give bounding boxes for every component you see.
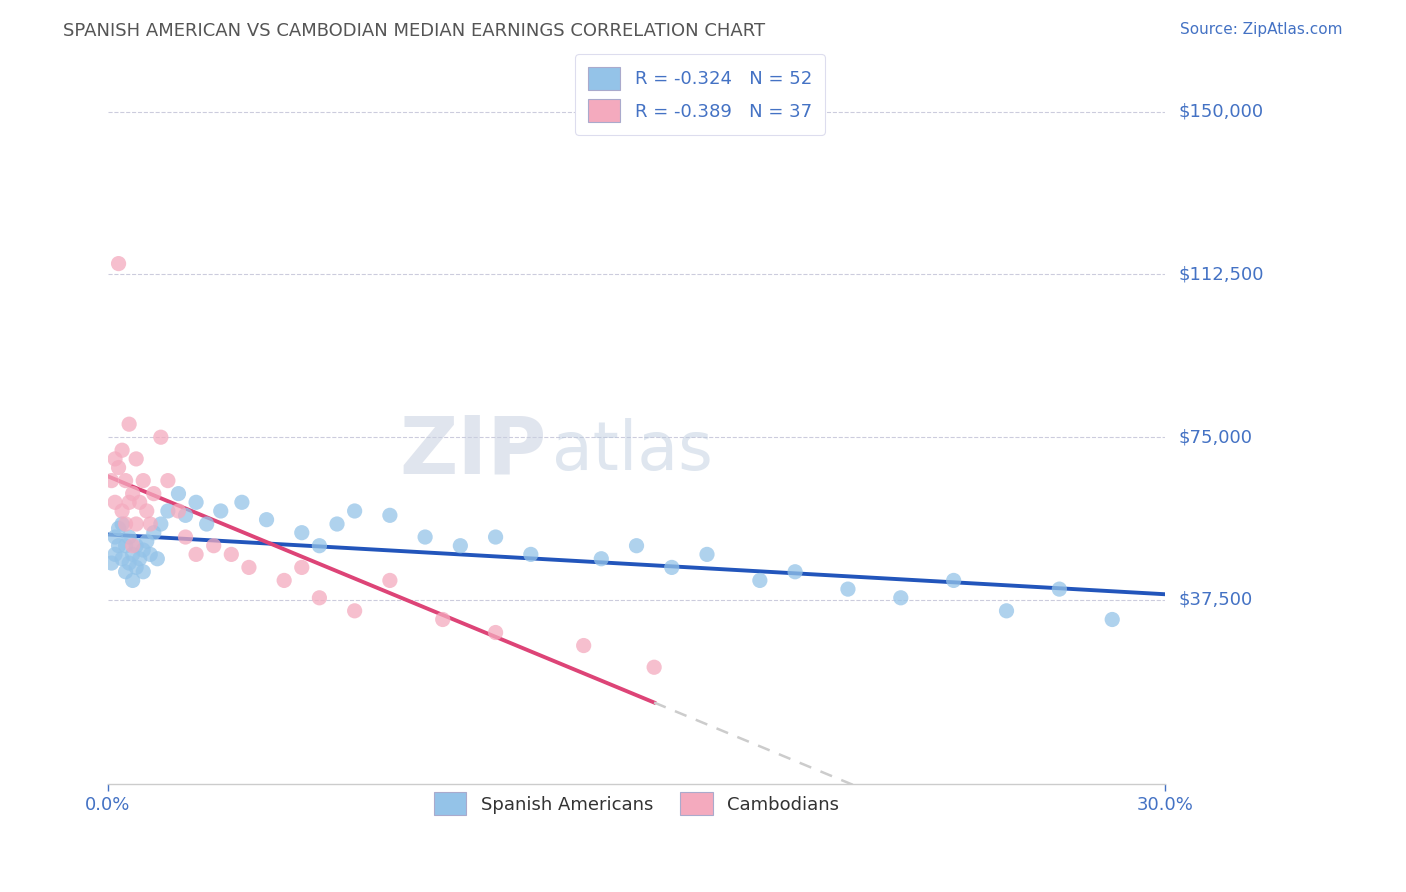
Point <box>139 548 162 562</box>
Point <box>238 560 260 574</box>
Point <box>156 474 179 488</box>
Point <box>1047 582 1070 596</box>
Text: $150,000: $150,000 <box>1180 103 1264 120</box>
Point <box>121 574 143 588</box>
Point <box>107 521 129 535</box>
Point <box>308 591 330 605</box>
Point <box>995 604 1018 618</box>
Point <box>209 504 232 518</box>
Text: Source: ZipAtlas.com: Source: ZipAtlas.com <box>1180 22 1343 37</box>
Point <box>118 417 141 432</box>
Point <box>449 539 471 553</box>
Point <box>121 548 143 562</box>
Point <box>202 539 225 553</box>
Point <box>142 486 165 500</box>
Point <box>343 604 366 618</box>
Point <box>273 574 295 588</box>
Point <box>184 495 207 509</box>
Point <box>167 486 190 500</box>
Point <box>1101 613 1123 627</box>
Point <box>135 534 157 549</box>
Text: SPANISH AMERICAN VS CAMBODIAN MEDIAN EARNINGS CORRELATION CHART: SPANISH AMERICAN VS CAMBODIAN MEDIAN EAR… <box>63 22 765 40</box>
Point <box>118 530 141 544</box>
Point <box>121 486 143 500</box>
Point <box>890 591 912 605</box>
Point <box>195 516 218 531</box>
Point <box>149 516 172 531</box>
Text: $75,000: $75,000 <box>1180 428 1253 446</box>
Point <box>942 574 965 588</box>
Point <box>118 556 141 570</box>
Point <box>128 495 150 509</box>
Point <box>291 525 314 540</box>
Text: ZIP: ZIP <box>399 412 547 490</box>
Point <box>104 530 127 544</box>
Point <box>378 574 401 588</box>
Point <box>132 565 155 579</box>
Point <box>572 639 595 653</box>
Point <box>125 451 148 466</box>
Point <box>107 460 129 475</box>
Point <box>748 574 770 588</box>
Point <box>149 430 172 444</box>
Point <box>783 565 806 579</box>
Point <box>308 539 330 553</box>
Point <box>111 504 134 518</box>
Point <box>591 551 613 566</box>
Point <box>231 495 253 509</box>
Text: $37,500: $37,500 <box>1180 591 1253 609</box>
Point <box>484 625 506 640</box>
Point <box>378 508 401 523</box>
Point <box>174 508 197 523</box>
Point <box>626 539 648 553</box>
Point <box>484 530 506 544</box>
Point <box>174 530 197 544</box>
Point <box>132 543 155 558</box>
Point <box>125 539 148 553</box>
Point <box>114 516 136 531</box>
Point <box>125 560 148 574</box>
Point <box>111 516 134 531</box>
Point <box>142 525 165 540</box>
Point <box>100 556 122 570</box>
Point <box>114 565 136 579</box>
Point <box>432 613 454 627</box>
Point <box>121 539 143 553</box>
Point <box>107 539 129 553</box>
Point <box>125 516 148 531</box>
Point <box>413 530 436 544</box>
Point <box>111 551 134 566</box>
Point <box>256 513 278 527</box>
Point <box>221 548 243 562</box>
Point <box>156 504 179 518</box>
Point <box>291 560 314 574</box>
Text: atlas: atlas <box>553 418 713 484</box>
Point <box>114 539 136 553</box>
Point <box>139 516 162 531</box>
Point <box>837 582 859 596</box>
Point <box>135 504 157 518</box>
Point <box>661 560 683 574</box>
Point <box>184 548 207 562</box>
Point <box>104 451 127 466</box>
Point <box>167 504 190 518</box>
Point <box>696 548 718 562</box>
Point <box>128 551 150 566</box>
Point <box>104 495 127 509</box>
Point <box>104 548 127 562</box>
Point <box>343 504 366 518</box>
Point <box>118 495 141 509</box>
Point <box>326 516 349 531</box>
Point <box>643 660 665 674</box>
Point <box>107 257 129 271</box>
Legend: Spanish Americans, Cambodians: Spanish Americans, Cambodians <box>423 781 851 826</box>
Point <box>111 443 134 458</box>
Point <box>132 474 155 488</box>
Point <box>520 548 543 562</box>
Point <box>100 474 122 488</box>
Point <box>114 474 136 488</box>
Point <box>146 551 169 566</box>
Text: $112,500: $112,500 <box>1180 266 1264 284</box>
